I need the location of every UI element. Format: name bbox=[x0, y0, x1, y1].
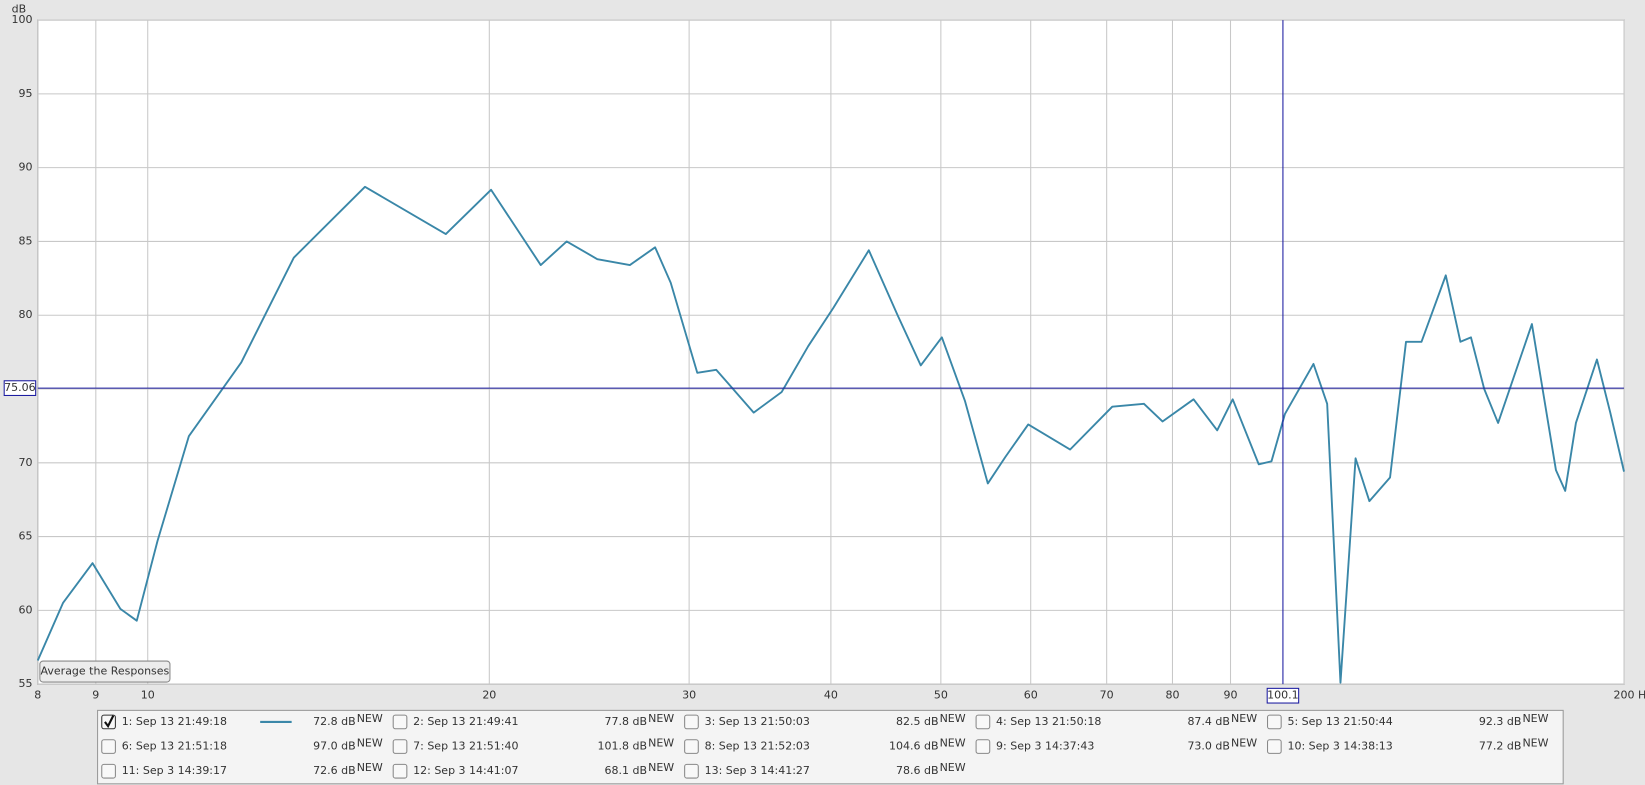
measurement-checkbox[interactable] bbox=[1267, 714, 1282, 730]
measurement-level: 101.8 dB bbox=[598, 740, 648, 753]
y-tick-label: 80 bbox=[19, 308, 33, 321]
measurement-checkbox[interactable] bbox=[392, 739, 408, 754]
cursor-x-box bbox=[1266, 687, 1300, 704]
x-tick-label: 10 bbox=[141, 689, 155, 702]
measurement-label: 9: Sep 3 14:37:43 bbox=[996, 740, 1094, 753]
measurement-checkbox[interactable] bbox=[101, 739, 116, 754]
measurement-checkbox[interactable] bbox=[975, 714, 991, 730]
measurement-label: 12: Sep 3 14:41:07 bbox=[413, 764, 518, 777]
cursor-y-label: 75.06 bbox=[4, 381, 36, 394]
x-tick-label: 90 bbox=[1224, 689, 1238, 702]
measurement-level: 78.6 dB bbox=[896, 764, 939, 777]
y-tick-label: 100 bbox=[12, 13, 33, 26]
x-tick-label: 30 bbox=[682, 689, 696, 702]
average-button-label[interactable]: Average the Responses bbox=[41, 665, 170, 678]
measurement-label: 4: Sep 13 21:50:18 bbox=[996, 715, 1101, 728]
measurement-checkbox[interactable] bbox=[101, 763, 116, 779]
new-badge: NEW bbox=[1231, 736, 1257, 749]
y-axis-unit: dB bbox=[12, 3, 27, 16]
average-button[interactable] bbox=[39, 660, 171, 683]
measurement-label: 2: Sep 13 21:49:41 bbox=[413, 715, 518, 728]
x-tick-label: 80 bbox=[1165, 689, 1179, 702]
measurement-label: 8: Sep 13 21:52:03 bbox=[705, 740, 810, 753]
y-tick-label: 70 bbox=[19, 456, 33, 469]
new-badge: NEW bbox=[1522, 712, 1548, 725]
measurement-level: 82.5 dB bbox=[896, 715, 939, 728]
measurement-level: 73.0 dB bbox=[1187, 740, 1230, 753]
measurement-label: 10: Sep 3 14:38:13 bbox=[1287, 740, 1392, 753]
x-tick-label: 8 bbox=[34, 689, 41, 702]
cursor-x-label: 100.1 bbox=[1267, 689, 1299, 702]
new-badge: NEW bbox=[648, 712, 674, 725]
measurement-label: 11: Sep 3 14:39:17 bbox=[122, 764, 227, 777]
measurement-label: 7: Sep 13 21:51:40 bbox=[413, 740, 518, 753]
checkmark bbox=[104, 715, 115, 729]
measurement-checkbox[interactable] bbox=[392, 714, 408, 730]
measurement-checkbox[interactable] bbox=[684, 714, 699, 730]
measurement-level: 97.0 dB bbox=[313, 740, 356, 753]
x-tick-label: 9 bbox=[92, 689, 99, 702]
x-tick-label: 20 bbox=[482, 689, 496, 702]
measurement-level: 77.8 dB bbox=[605, 715, 648, 728]
y-tick-label: 55 bbox=[19, 677, 33, 690]
x-tick-label: 40 bbox=[824, 689, 838, 702]
x-tick-label: 200 Hz bbox=[1614, 689, 1645, 702]
y-tick-label: 85 bbox=[19, 234, 33, 247]
measurement-level: 68.1 dB bbox=[605, 764, 648, 777]
new-badge: NEW bbox=[1522, 736, 1548, 749]
y-tick-label: 90 bbox=[19, 161, 33, 174]
measurement-checkbox[interactable] bbox=[1267, 739, 1282, 754]
measurement-level: 87.4 dB bbox=[1187, 715, 1230, 728]
x-tick-label: 60 bbox=[1024, 689, 1038, 702]
measurement-level: 72.6 dB bbox=[313, 764, 356, 777]
cursor-y-box bbox=[3, 380, 37, 396]
y-tick-label: 95 bbox=[19, 87, 33, 100]
new-badge: NEW bbox=[357, 712, 383, 725]
measurement-label: 13: Sep 3 14:41:27 bbox=[705, 764, 810, 777]
x-tick-label: 50 bbox=[934, 689, 948, 702]
y-tick-label: 65 bbox=[19, 530, 33, 543]
new-badge: NEW bbox=[648, 736, 674, 749]
measurement-level: 77.2 dB bbox=[1479, 740, 1522, 753]
measurement-label: 1: Sep 13 21:49:18 bbox=[122, 715, 227, 728]
new-badge: NEW bbox=[357, 736, 383, 749]
response-curve bbox=[36, 185, 1625, 684]
new-badge: NEW bbox=[1231, 712, 1257, 725]
measurement-label: 3: Sep 13 21:50:03 bbox=[705, 715, 810, 728]
measurement-label: 6: Sep 13 21:51:18 bbox=[122, 740, 227, 753]
measurement-label: 5: Sep 13 21:50:44 bbox=[1287, 715, 1392, 728]
x-tick-label: 70 bbox=[1100, 689, 1114, 702]
measurement-checkbox[interactable] bbox=[684, 739, 699, 754]
measurement-checkbox[interactable] bbox=[975, 739, 991, 754]
y-tick-label: 60 bbox=[19, 603, 33, 616]
measurement-checkbox[interactable] bbox=[392, 763, 408, 779]
new-badge: NEW bbox=[940, 761, 966, 774]
legend-panel bbox=[97, 709, 1564, 785]
measurement-checkbox[interactable] bbox=[684, 763, 699, 779]
new-badge: NEW bbox=[940, 712, 966, 725]
new-badge: NEW bbox=[648, 761, 674, 774]
measurement-level: 72.8 dB bbox=[313, 715, 356, 728]
measurement-level: 92.3 dB bbox=[1479, 715, 1522, 728]
measurement-level: 104.6 dB bbox=[889, 740, 939, 753]
new-badge: NEW bbox=[357, 761, 383, 774]
new-badge: NEW bbox=[940, 736, 966, 749]
